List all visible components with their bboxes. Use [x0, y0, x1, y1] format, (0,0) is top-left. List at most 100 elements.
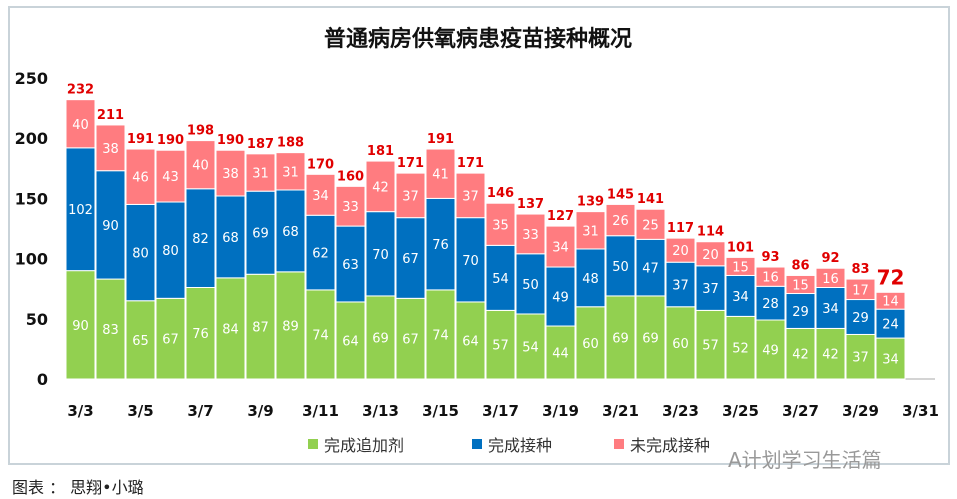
bar-segment: [515, 213, 546, 255]
segment-label: 44: [552, 347, 569, 362]
segment-label: 24: [882, 318, 899, 333]
segment-label: 57: [492, 339, 509, 354]
segment-label: 76: [192, 327, 209, 342]
segment-label: 37: [402, 189, 419, 204]
segment-label: 33: [342, 200, 359, 215]
legend-swatch: [614, 439, 624, 449]
segment-label: 68: [222, 231, 239, 246]
bar-segment: [665, 261, 696, 308]
bar-segment: [65, 99, 96, 149]
segment-label: 80: [162, 244, 179, 259]
segment-label: 50: [522, 278, 539, 293]
bar-segment: [305, 289, 336, 380]
bar-segment: [755, 319, 786, 380]
segment-label: 76: [432, 238, 449, 253]
segment-label: 63: [342, 258, 359, 273]
segment-label: 16: [762, 271, 779, 286]
total-label: 72: [877, 265, 905, 289]
segment-label: 102: [68, 203, 93, 218]
x-tick-label: 3/31: [902, 402, 939, 420]
bar-segment: [695, 309, 726, 380]
segment-label: 33: [522, 228, 539, 243]
total-label: 145: [607, 187, 634, 202]
y-tick-label: 0: [37, 370, 48, 389]
segment-label: 64: [462, 334, 479, 349]
bar-segment: [665, 237, 696, 263]
segment-label: 17: [852, 283, 869, 298]
segment-label: 20: [672, 244, 689, 259]
segment-label: 14: [882, 295, 899, 310]
bar-segment: [245, 153, 276, 192]
total-label: 191: [427, 132, 454, 147]
bar-segment: [785, 274, 816, 295]
total-label: 188: [277, 136, 304, 151]
segment-label: 49: [762, 344, 779, 359]
bar-segment: [725, 315, 756, 380]
segment-label: 80: [132, 247, 149, 262]
bar-segment: [125, 300, 156, 380]
segment-label: 34: [732, 290, 749, 305]
segment-label: 68: [282, 225, 299, 240]
bar-segment: [725, 274, 756, 317]
total-label: 137: [517, 197, 544, 212]
bar-segment: [455, 217, 486, 303]
bar-segment: [635, 238, 666, 297]
legend-swatch: [308, 439, 318, 449]
bar-segment: [725, 256, 756, 276]
segment-label: 43: [162, 170, 179, 185]
bar-segment: [485, 309, 516, 380]
total-label: 170: [307, 157, 334, 172]
segment-label: 42: [372, 180, 389, 195]
total-label: 171: [457, 156, 484, 171]
segment-label: 38: [222, 167, 239, 182]
total-label: 198: [187, 124, 214, 139]
bar-segment: [605, 203, 636, 237]
bar-segment: [335, 225, 366, 303]
y-tick-label: 250: [15, 69, 48, 88]
segment-label: 67: [162, 333, 179, 348]
bar-segment: [185, 140, 216, 190]
segment-label: 15: [792, 278, 809, 293]
bar-segment: [305, 173, 336, 216]
segment-label: 42: [822, 348, 839, 363]
total-label: 190: [157, 133, 184, 148]
bar-segment: [245, 190, 276, 275]
total-label: 101: [727, 240, 754, 255]
x-tick-label: 3/7: [187, 402, 213, 420]
bar-segment: [215, 149, 246, 197]
total-label: 92: [821, 251, 839, 266]
segment-label: 31: [582, 224, 599, 239]
bar-segment: [95, 124, 126, 172]
total-label: 83: [851, 262, 869, 277]
bar-segment: [575, 211, 606, 250]
bar-segment: [485, 244, 516, 311]
segment-label: 74: [312, 328, 329, 343]
segment-label: 48: [582, 272, 599, 287]
bar-segment: [395, 297, 426, 380]
segment-label: 37: [852, 351, 869, 366]
segment-label: 87: [252, 321, 269, 336]
bar-segment: [875, 337, 906, 380]
segment-label: 67: [402, 333, 419, 348]
segment-label: 60: [582, 337, 599, 352]
segment-label: 90: [72, 319, 89, 334]
segment-label: 29: [792, 305, 809, 320]
total-label: 141: [637, 192, 664, 207]
total-label: 86: [791, 258, 809, 273]
bar-segment: [125, 148, 156, 205]
x-tick-label: 3/19: [542, 402, 579, 420]
x-tick-label: 3/29: [842, 402, 879, 420]
bar-segment: [95, 170, 126, 280]
bar-segment: [665, 306, 696, 380]
bar-segment: [785, 327, 816, 380]
total-label: 187: [247, 137, 274, 152]
total-label: 127: [547, 209, 574, 224]
segment-label: 70: [462, 254, 479, 269]
segment-label: 42: [792, 348, 809, 363]
bar-segment: [65, 147, 96, 272]
caption: 图表 ： 思翔•小璐: [12, 478, 144, 497]
segment-label: 31: [252, 167, 269, 182]
segment-label: 26: [612, 214, 629, 229]
bar-segment: [515, 313, 546, 380]
segment-label: 31: [282, 165, 299, 180]
